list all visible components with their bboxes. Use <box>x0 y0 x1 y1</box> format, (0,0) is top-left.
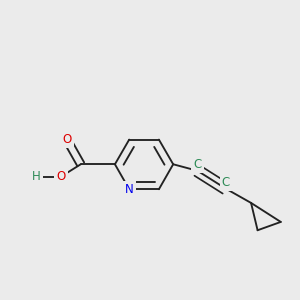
Text: H: H <box>32 170 41 183</box>
Text: O: O <box>56 170 65 183</box>
Text: C: C <box>222 176 230 189</box>
Text: C: C <box>194 158 202 171</box>
Text: N: N <box>125 183 134 196</box>
Text: O: O <box>62 133 71 146</box>
